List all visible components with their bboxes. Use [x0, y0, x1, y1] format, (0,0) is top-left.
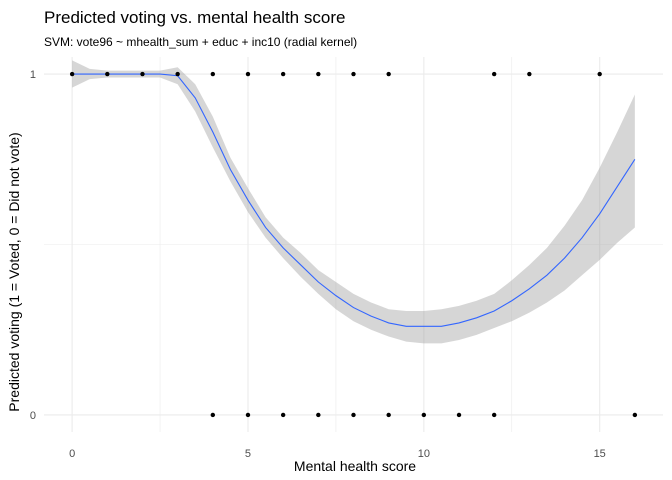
data-point — [632, 412, 638, 418]
data-point — [351, 412, 356, 418]
chart-subtitle: SVM: vote96 ~ mhealth_sum + educ + inc10… — [44, 35, 357, 49]
data-point — [491, 412, 497, 418]
data-point — [491, 71, 497, 77]
data-point — [210, 71, 216, 77]
y-axis-ticks: 01 — [30, 69, 36, 422]
data-point — [175, 71, 180, 77]
y-tick-label: 0 — [30, 410, 36, 422]
data-point — [316, 71, 321, 77]
x-axis-label: Mental health score — [294, 458, 416, 474]
chart-title: Predicted voting vs. mental health score — [44, 8, 345, 27]
confidence-ribbon-layer — [72, 60, 635, 344]
data-point — [386, 412, 391, 418]
data-point — [140, 71, 145, 77]
points-layer — [69, 71, 638, 418]
data-point — [245, 412, 251, 418]
x-tick-label: 15 — [594, 448, 606, 460]
data-point — [280, 71, 286, 77]
data-point — [527, 71, 532, 77]
data-point — [210, 412, 216, 418]
smooth-line — [72, 73, 636, 327]
x-tick-label: 5 — [245, 448, 251, 460]
data-point — [280, 412, 286, 418]
x-tick-label: 10 — [418, 448, 430, 460]
data-point — [386, 71, 391, 77]
confidence-ribbon — [72, 60, 635, 344]
data-point — [316, 412, 321, 418]
x-axis-ticks: 0 5 10 15 — [69, 448, 606, 460]
y-axis-label: Predicted voting (1 = Voted, 0 = Did not… — [6, 132, 22, 411]
data-point — [69, 71, 75, 77]
data-point — [597, 71, 602, 77]
data-point — [351, 71, 356, 77]
data-point — [421, 412, 427, 418]
data-point — [105, 71, 110, 77]
smooth-line-layer — [72, 73, 636, 327]
data-point — [245, 71, 251, 77]
y-tick-label: 1 — [30, 69, 36, 81]
data-point — [456, 412, 462, 418]
x-tick-label: 0 — [69, 448, 75, 460]
